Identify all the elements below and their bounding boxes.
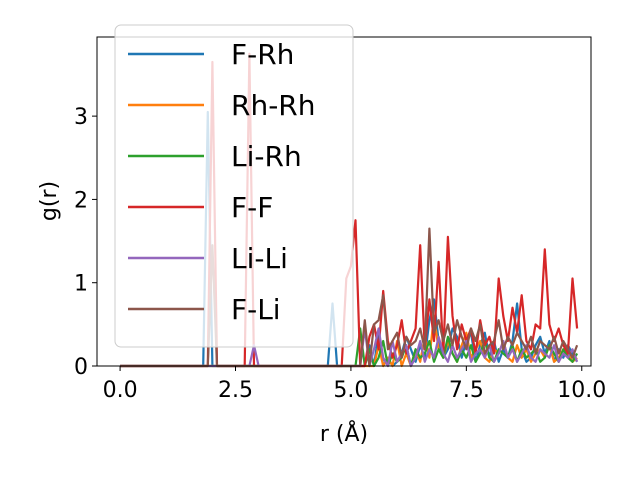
x-tick-label: 10.0 [557,378,606,403]
legend-label-f-rh: F-Rh [231,38,294,71]
x-tick-label: 5.0 [333,378,368,403]
x-axis-label: r (Å) [320,420,368,447]
y-axis-label: g(r) [37,181,62,221]
legend-label-li-li: Li-Li [231,242,288,275]
legend-label-rh-rh: Rh-Rh [231,89,316,122]
y-tick-label: 0 [74,355,88,380]
y-tick-label: 3 [74,105,88,130]
legend: F-Rh Rh-Rh Li-Rh F-F Li-Li F-Li [114,24,354,348]
y-tick-label: 2 [74,188,88,213]
y-tick-label: 1 [74,272,88,297]
legend-label-f-f: F-F [231,191,273,224]
x-axis: 0.0 2.5 5.0 7.5 10.0 [103,366,606,403]
legend-label-li-rh: Li-Rh [231,140,302,173]
x-tick-label: 2.5 [218,378,253,403]
legend-label-f-li: F-Li [231,293,281,326]
x-tick-label: 0.0 [103,378,138,403]
y-axis: 0 1 2 3 [74,105,97,380]
x-tick-label: 7.5 [449,378,484,403]
